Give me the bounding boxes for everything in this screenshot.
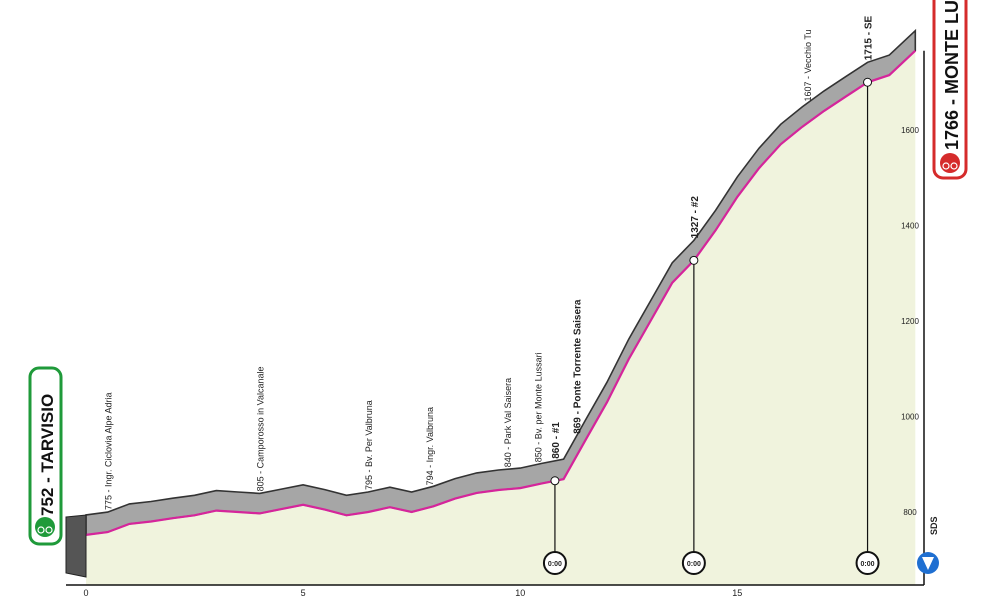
y-tick-label: 1400 — [901, 222, 919, 231]
stopwatch-icon — [542, 551, 567, 575]
start-block — [65, 514, 87, 578]
waypoint-label: 1607 - Vecchio Tu — [803, 29, 813, 101]
waypoint-labels: 775 - Ingr. Ciclovia Alpe Adria 805 - Cam… — [104, 15, 875, 510]
x-axis-ticks: 0 5 10 15 — [83, 588, 742, 598]
y-tick-label: 800 — [903, 508, 917, 517]
time-check-label: 0:00 — [687, 561, 701, 568]
finish-marker-icon — [917, 552, 939, 574]
time-check-label: 0:00 — [548, 561, 562, 568]
start-label: 752 - TARVISIO — [38, 394, 57, 516]
y-tick-label: 1600 — [901, 126, 919, 135]
elevation-area — [86, 50, 916, 585]
time-checks: 0:00 0:00 0:00 — [542, 77, 880, 575]
waypoint-label: 850 - Bv. per Monte Lussari — [534, 352, 544, 462]
x-tick-label: 10 — [515, 588, 525, 598]
waypoint-label: 1327 - #2 — [690, 196, 701, 239]
x-tick-label: 0 — [83, 588, 88, 598]
finish-box: 1766 - MONTE LU — [932, 0, 968, 180]
time-check-label: 0:00 — [861, 561, 875, 568]
y-tick-label: 1000 — [901, 413, 919, 422]
finish-label: 1766 - MONTE LU — [942, 0, 962, 150]
waypoint-label: 840 - Park Val Saisera — [503, 378, 513, 467]
stopwatch-icon — [855, 551, 880, 575]
elevation-line — [85, 49, 917, 536]
time-check-dot — [550, 476, 560, 486]
time-check-dot — [863, 77, 873, 87]
cyclist-wheel-icon — [37, 526, 45, 534]
sds-label: SDS — [929, 516, 939, 535]
waypoint-label: 805 - Camporosso in Valcanale — [256, 367, 266, 492]
cyclist-wheel-icon — [45, 526, 53, 534]
cyclist-icon — [35, 517, 55, 537]
waypoint-label: 794 - Ingr. Valbruna — [425, 407, 435, 485]
y-axis-ticks: 800 1000 1200 1400 1600 — [901, 126, 919, 517]
waypoint-label: 795 - Bv. Per Valbruna — [364, 400, 374, 490]
start-box: 752 - TARVISIO — [28, 366, 63, 546]
cyclist-icon — [940, 153, 960, 173]
waypoint-label: 869 - Ponte Torrente Saisera — [573, 299, 584, 434]
x-tick-label: 15 — [732, 588, 742, 598]
time-check-dot — [689, 255, 699, 265]
x-tick-label: 5 — [301, 588, 306, 598]
waypoint-label: 1715 - SE — [864, 15, 875, 60]
waypoint-label: 860 - #1 — [551, 422, 562, 459]
cyclist-wheel-icon — [942, 162, 950, 170]
cyclist-wheel-icon — [950, 162, 958, 170]
waypoint-label: 775 - Ingr. Ciclovia Alpe Adria — [104, 392, 114, 510]
y-tick-label: 1200 — [901, 317, 919, 326]
stopwatch-icon — [681, 551, 706, 575]
